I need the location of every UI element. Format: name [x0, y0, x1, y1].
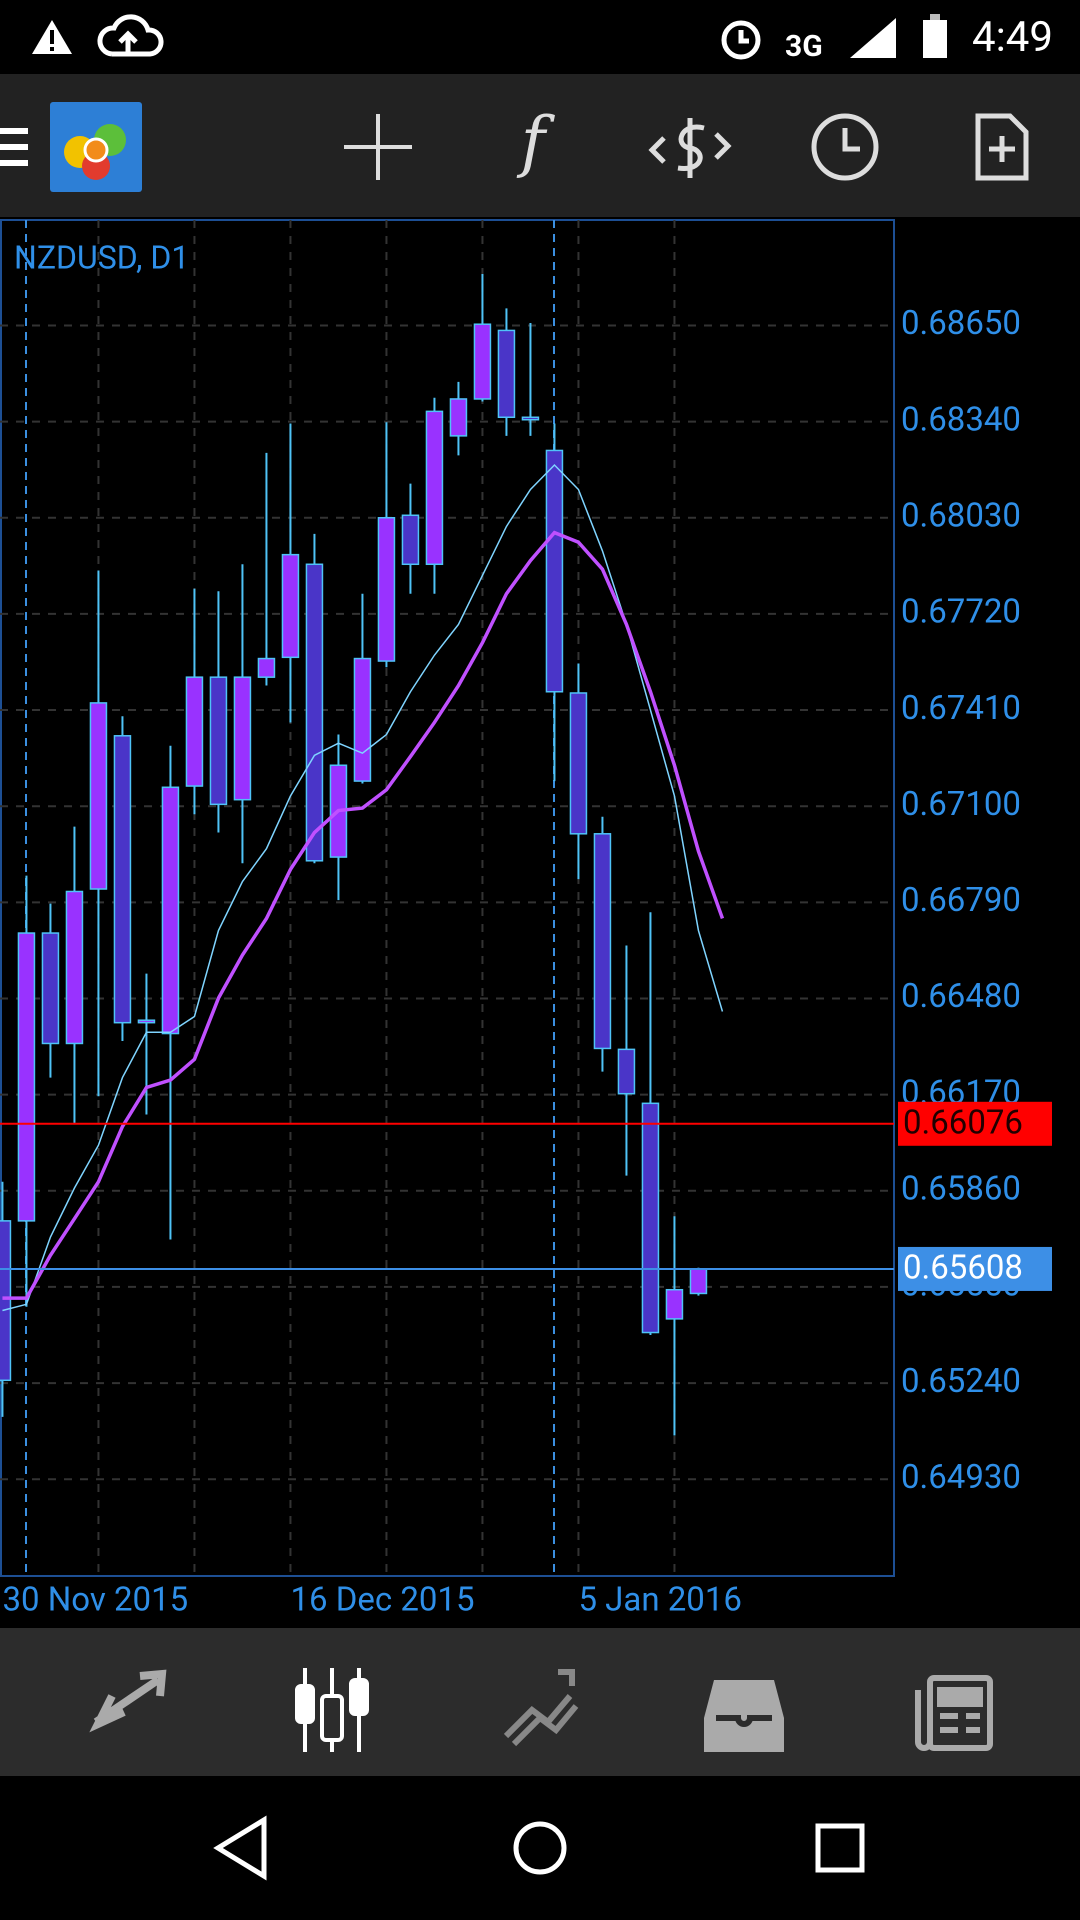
candle-body — [569, 692, 588, 835]
chart-area — [0, 217, 1080, 1628]
candle-body — [617, 1048, 636, 1095]
trade-button[interactable] — [648, 118, 732, 178]
y-tick-label: 0.67720 — [901, 593, 1021, 632]
candle-body — [281, 553, 300, 659]
candle-body — [377, 516, 396, 662]
y-tick-label: 0.65860 — [901, 1170, 1021, 1209]
crosshair-button[interactable] — [344, 114, 412, 180]
candle-body — [473, 323, 492, 400]
status-bar — [0, 0, 1080, 74]
candle-body — [521, 416, 540, 421]
trade-tab[interactable] — [503, 1669, 579, 1747]
signal-icon — [850, 18, 896, 58]
candle-body — [449, 398, 468, 437]
candle-body — [41, 932, 60, 1045]
recents-button[interactable] — [815, 1823, 865, 1873]
candle-body — [17, 932, 36, 1222]
candle-body — [353, 657, 372, 782]
candle-body — [401, 514, 420, 566]
candle-body — [113, 735, 132, 1024]
clock: 4:49 — [972, 13, 1053, 62]
y-tick-label: 0.65240 — [901, 1362, 1021, 1401]
x-tick-label: 30 Nov 2015 — [2, 1581, 188, 1620]
price-label: 0.66076 — [903, 1104, 1023, 1143]
candle-body — [257, 657, 276, 678]
candle-body — [689, 1268, 708, 1295]
candle-body — [665, 1288, 684, 1320]
candle-body — [497, 329, 516, 419]
candle-body — [305, 563, 324, 862]
app-logo[interactable] — [50, 102, 142, 192]
candle-body — [65, 890, 84, 1045]
y-tick-label: 0.68030 — [901, 496, 1021, 535]
y-tick-label: 0.66480 — [901, 977, 1021, 1016]
home-button[interactable] — [513, 1821, 567, 1875]
y-tick-label: 0.67410 — [901, 689, 1021, 728]
candle-body — [425, 410, 444, 566]
new-order-button[interactable] — [975, 113, 1029, 181]
candle-body — [209, 676, 228, 806]
candle-body — [545, 449, 564, 693]
candle-body — [233, 676, 252, 801]
x-tick-label: 16 Dec 2015 — [290, 1581, 474, 1620]
news-tab[interactable] — [915, 1675, 993, 1751]
price-label-box — [898, 1246, 1052, 1291]
toolbar — [0, 74, 1080, 217]
y-tick-label: 0.68650 — [901, 304, 1021, 343]
ma-line — [2, 530, 725, 1300]
candle-body — [137, 1019, 156, 1024]
candle-body — [0, 1220, 12, 1382]
x-tick-label: 5 Jan 2016 — [578, 1581, 742, 1620]
chart-tab[interactable] — [295, 1668, 369, 1752]
y-tick-label: 0.68340 — [901, 400, 1021, 439]
y-tick-label: 0.64930 — [901, 1458, 1021, 1497]
y-tick-label: 0.67100 — [901, 785, 1021, 824]
candle-body — [185, 676, 204, 787]
nav-bar — [0, 1776, 1080, 1920]
price-label-box — [898, 1101, 1052, 1146]
back-button[interactable] — [213, 1815, 267, 1881]
plot-border — [0, 219, 895, 1577]
candle-body — [161, 786, 180, 1035]
candle-body — [89, 702, 108, 890]
candle-body — [593, 833, 612, 1050]
cloud-upload-icon — [97, 14, 164, 57]
history-button[interactable] — [811, 113, 879, 181]
candle-body — [641, 1102, 660, 1334]
alarm-icon — [721, 20, 761, 60]
y-tick-label: 0.66790 — [901, 881, 1021, 920]
history-tab[interactable] — [704, 1680, 784, 1752]
network-type: 3G — [785, 29, 823, 64]
menu-button[interactable] — [0, 128, 28, 166]
battery-icon — [923, 14, 947, 58]
tab-bar — [0, 1628, 1080, 1776]
warning-icon — [32, 20, 72, 54]
ma-line — [2, 463, 724, 1312]
price-label: 0.65608 — [903, 1249, 1023, 1288]
chart-title: NZDUSD, D1 — [14, 238, 189, 276]
quotes-tab[interactable] — [89, 1669, 167, 1733]
